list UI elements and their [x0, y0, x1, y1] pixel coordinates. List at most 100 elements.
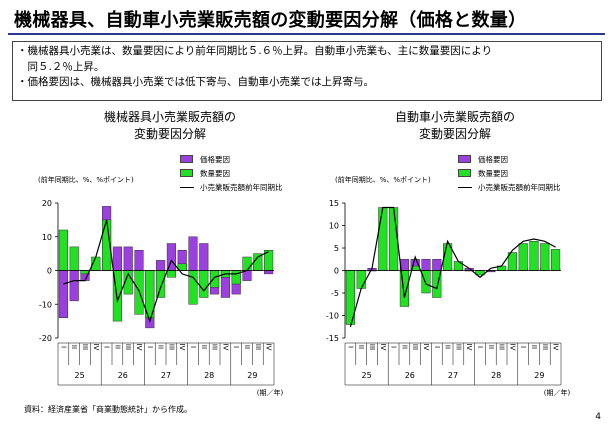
legend-quantity-label: 数量要因 — [478, 169, 508, 178]
legend-price-label: 価格要因 — [200, 155, 230, 164]
chart-right-ytick-label: -15 — [326, 334, 339, 343]
chart-left-quarter-label: IV — [221, 344, 229, 351]
chart-left-quarter-label: I — [146, 346, 154, 348]
chart-left-quarter-label: I — [189, 346, 197, 348]
chart-right-bar-quantity — [356, 270, 366, 289]
chart-right-bar-quantity — [378, 207, 388, 271]
chart-left-year-label: 25 — [75, 371, 85, 380]
chart-right-quarter-label: IV — [552, 344, 560, 351]
chart-right-title-line-2: 変動要因分解 — [418, 127, 491, 141]
chart-left-quarter-label: IV — [135, 344, 143, 351]
chart-right-bar-quantity — [518, 243, 528, 271]
chart-right-ytick-label: 0 — [334, 267, 339, 276]
chart-right-quarter-label: I — [519, 346, 527, 348]
chart-left-quarter-label: II — [200, 345, 208, 349]
legend-line-swatch — [180, 187, 194, 188]
legend-quantity-swatch — [180, 169, 193, 177]
chart-left-quarter-label: II — [243, 345, 251, 349]
summary-line-3: ・価格要因は、機械器具小売業では低下寄与、自動車小売業では上昇寄与。 — [17, 76, 374, 88]
chart-left-quarter-label: II — [70, 345, 78, 349]
chart-left-quarter-label: III — [81, 344, 89, 350]
chart-left-year-label: 29 — [247, 371, 257, 380]
chart-left-ytick-label: 0 — [47, 267, 52, 276]
chart-left-ytick-label: 20 — [42, 199, 52, 208]
chart-left-quarter-label: III — [167, 344, 175, 350]
chart-right-year-label: 29 — [534, 371, 544, 380]
chart-right-xaxis-note: (期／年) — [544, 388, 571, 397]
chart-left-title-line-1: 機械器具小売業販売額の — [103, 110, 236, 124]
chart-right-ytick-label: -10 — [326, 312, 339, 321]
chart-right-bar-quantity — [551, 249, 561, 271]
title-underline — [8, 33, 605, 35]
chart-right-quarter-label: IV — [422, 344, 430, 351]
chart-left-quarter-label: I — [232, 346, 240, 348]
page-title: 機械器具、自動車小売業販売額の変動要因分解（価格と数量） — [14, 10, 527, 31]
chart-right-unit-label: (前年同期比、%、%ポイント) — [335, 176, 431, 184]
chart-left-title: 機械器具小売業販売額の 変動要因分解 — [70, 109, 270, 143]
chart-left-quarter-label: I — [103, 346, 111, 348]
chart-right-year-label: 25 — [362, 371, 372, 380]
chart-right-ytick-label: 15 — [329, 199, 339, 208]
chart-left-quarter-label: III — [211, 344, 219, 350]
chart-left-quarter-label: IV — [265, 344, 273, 351]
chart-right-title-line-1: 自動車小売業販売額の — [394, 110, 515, 124]
chart-right-bar-quantity — [389, 207, 399, 271]
legend-price-label: 価格要因 — [478, 155, 508, 164]
chart-left-xaxis-note: (期／年) — [257, 388, 284, 397]
legend-quantity-swatch — [458, 169, 471, 177]
legend-price-swatch — [458, 155, 471, 163]
summary-box: ・機械器具小売業は、数量要因により前年同期比５.６％上昇。自動車小売業も、主に数… — [12, 41, 602, 101]
page-number: 4 — [595, 412, 601, 422]
chart-right-quarter-label: IV — [465, 344, 473, 351]
chart-right-quarter-label: I — [346, 346, 354, 348]
chart-right-quarter-label: II — [530, 345, 538, 349]
chart-right-year-label: 28 — [491, 371, 501, 380]
chart-right-title: 自動車小売業販売額の 変動要因分解 — [355, 109, 555, 143]
summary-line-2: 同５.２％上昇。 — [17, 60, 105, 73]
chart-right-bar-quantity — [529, 241, 539, 271]
chart-right-quarter-label: III — [368, 344, 376, 350]
chart-right-quarter-label: I — [476, 346, 484, 348]
chart-right-quarter-label: II — [444, 345, 452, 349]
chart-left-quarter-label: III — [254, 344, 262, 350]
chart-right-quarter-label: III — [541, 344, 549, 350]
chart-left-quarter-label: IV — [92, 344, 100, 351]
legend-quantity-label: 数量要因 — [200, 169, 230, 178]
chart-left-quarter-label: II — [157, 345, 165, 349]
chart-right-quarter-label: II — [357, 345, 365, 349]
chart-right-quarter-label: II — [400, 345, 408, 349]
chart-right-line-total — [349, 206, 556, 327]
chart-right-quarter-label: II — [487, 345, 495, 349]
chart-right-bar-price — [421, 259, 431, 271]
chart-left-title-line-2: 変動要因分解 — [133, 127, 206, 141]
chart-right-quarter-label: III — [454, 344, 462, 350]
chart-left-year-label: 28 — [204, 371, 214, 380]
chart-right-quarter-label: IV — [508, 344, 516, 351]
chart-left-quarter-label: III — [124, 344, 132, 350]
chart-left-year-label: 27 — [161, 371, 171, 380]
chart-left-quarter-label: IV — [178, 344, 186, 351]
chart-right-ytick-label: 5 — [334, 244, 339, 253]
source-note: 資料：経済産業省「商業動態統計」から作成。 — [24, 405, 192, 414]
chart-right-bar-quantity — [540, 243, 550, 271]
chart-left-ytick-label: 10 — [42, 233, 52, 242]
chart-left-quarter-label: II — [113, 345, 121, 349]
chart-left-unit-label: (前年同期比、%、%ポイント) — [38, 176, 134, 184]
chart-right-year-label: 26 — [405, 371, 415, 380]
legend-line-label: 小売業販売額前年同期比 — [478, 183, 561, 192]
chart-left-ytick-label: -10 — [39, 300, 52, 309]
chart-left-quarter-label: I — [59, 346, 67, 348]
chart-right-bar-quantity — [421, 270, 431, 294]
chart-right-quarter-label: I — [433, 346, 441, 348]
legend-price-swatch — [180, 155, 193, 163]
chart-right-ytick-label: 10 — [329, 222, 339, 231]
legend-line-label: 小売業販売額前年同期比 — [200, 183, 283, 192]
chart-right-quarter-label: III — [498, 344, 506, 350]
chart-left-line-total — [63, 219, 269, 323]
chart-right-quarter-label: IV — [379, 344, 387, 351]
chart-left-ytick-label: -20 — [39, 334, 52, 343]
legend-line-swatch — [458, 187, 472, 188]
chart-right-ytick-label: -5 — [331, 289, 339, 298]
chart-right-quarter-label: I — [390, 346, 398, 348]
